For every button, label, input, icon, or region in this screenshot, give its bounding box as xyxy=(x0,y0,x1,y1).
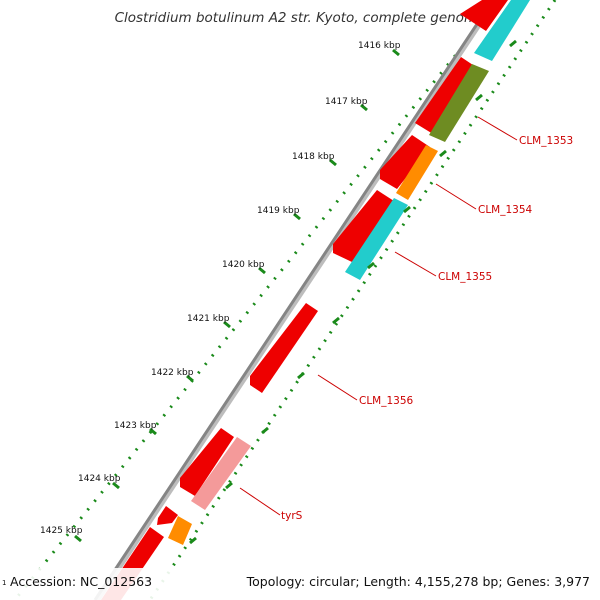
tick-label-1425: 1425 kbp xyxy=(40,526,83,536)
forward-cds-track xyxy=(101,0,508,600)
tick-label-1418: 1418 kbp xyxy=(292,152,335,162)
backbone xyxy=(93,0,495,600)
tick-label-1423: 1423 kbp xyxy=(114,421,157,431)
cog-block-orange xyxy=(396,145,438,200)
inner-tick-ring xyxy=(148,0,557,600)
gene-label-clm-1353[interactable]: CLM_1353 xyxy=(519,135,573,147)
cog-track xyxy=(168,0,530,545)
gene-label-clm-1354[interactable]: CLM_1354 xyxy=(478,204,533,216)
inner-major-ticks xyxy=(189,39,517,545)
cds-arrow xyxy=(460,0,508,31)
cog-block-olive xyxy=(429,64,489,142)
cds-arrow xyxy=(180,428,234,496)
footer-summary: Topology: circular; Length: 4,155,278 bp… xyxy=(246,574,590,589)
cds-arrow xyxy=(415,57,476,134)
tick-label-1421: 1421 kbp xyxy=(187,314,230,324)
footer-accession-prefix: 1 xyxy=(2,579,6,587)
tick-label-1416: 1416 kbp xyxy=(358,41,401,51)
cds-arrow xyxy=(333,190,394,262)
cds-arrow xyxy=(250,303,318,393)
cog-block-cyan xyxy=(474,0,530,61)
tick-label-1419: 1419 kbp xyxy=(257,206,300,216)
footer-accession: Accession: NC_012563 xyxy=(10,574,152,589)
tick-label-1417: 1417 kbp xyxy=(325,97,368,107)
backbone-shadow xyxy=(94,0,498,600)
tick-label-1420: 1420 kbp xyxy=(222,260,265,270)
footer-background xyxy=(0,568,600,600)
outer-major-ticks xyxy=(74,48,400,543)
gene-label-clm-1356[interactable]: CLM_1356 xyxy=(359,395,414,407)
gene-leader-lines xyxy=(239,116,518,516)
gene-label-clm-1355[interactable]: CLM_1355 xyxy=(438,271,492,283)
tick-label-1422: 1422 kbp xyxy=(151,368,194,378)
cog-block-orange xyxy=(168,516,192,545)
cds-arrow xyxy=(380,135,430,189)
tick-label-1424: 1424 kbp xyxy=(78,474,121,484)
cog-block-cyan xyxy=(345,198,408,280)
outer-tick-ring xyxy=(16,3,499,597)
map-title: Clostridium botulinum A2 str. Kyoto, com… xyxy=(115,10,486,26)
cds-arrow xyxy=(157,506,178,525)
cds-arrow-tyrS xyxy=(191,437,251,510)
gene-label-tyrs[interactable]: tyrS xyxy=(281,510,303,522)
